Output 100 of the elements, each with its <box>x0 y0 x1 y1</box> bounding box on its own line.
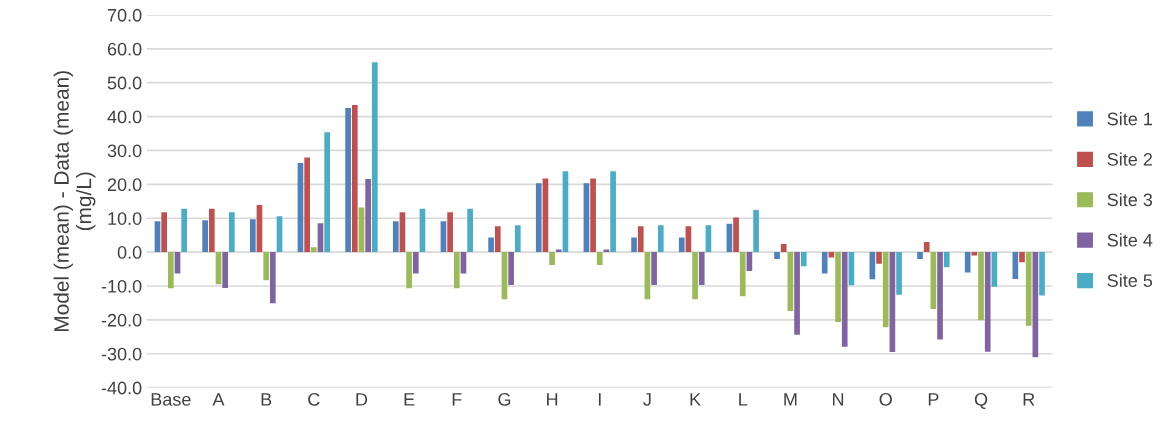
bar <box>753 210 759 253</box>
bar <box>371 62 378 253</box>
y-tick-label: -10.0 <box>101 279 142 293</box>
bar <box>365 178 371 253</box>
bar <box>494 226 501 253</box>
x-tick-label: F <box>452 393 462 406</box>
bar <box>978 252 984 321</box>
x-tick-label: E <box>404 393 415 406</box>
bar <box>835 252 841 322</box>
bar <box>896 252 902 295</box>
bar <box>631 237 637 253</box>
bar <box>876 252 882 264</box>
bar <box>698 252 705 285</box>
y-tick-label: -30.0 <box>101 347 142 361</box>
bar <box>351 105 358 253</box>
bar <box>208 208 215 253</box>
y-axis-title: Model (mean) - Data (mean) (mg/L) <box>53 71 96 331</box>
bar <box>739 252 746 297</box>
x-tick-label: H <box>547 393 558 406</box>
y-tick-label: -40.0 <box>101 381 142 395</box>
legend-label: Site 3 <box>1107 192 1153 207</box>
x-tick-label: I <box>598 393 601 406</box>
bar <box>937 252 943 340</box>
x-tick-label: A <box>212 393 225 406</box>
bar <box>774 252 780 259</box>
bar <box>1019 252 1025 263</box>
bar <box>964 252 971 273</box>
bar <box>249 219 256 253</box>
bar <box>345 108 351 253</box>
x-tick-label: N <box>833 393 844 406</box>
bar <box>488 237 494 253</box>
y-tick-label: 0.0 <box>117 246 142 259</box>
bar <box>263 252 269 281</box>
legend-label: Site 4 <box>1107 233 1153 247</box>
bar <box>535 183 542 253</box>
x-tick-label: D <box>356 393 368 406</box>
bar <box>800 252 807 267</box>
bar <box>610 171 616 253</box>
bar <box>678 237 685 253</box>
bar <box>324 132 330 253</box>
x-tick-label: K <box>690 393 701 406</box>
bar <box>794 252 800 335</box>
bar <box>882 252 889 328</box>
x-tick-label: B <box>261 393 272 406</box>
x-tick-label: L <box>739 393 748 406</box>
bar <box>392 221 399 253</box>
x-tick-label: Base <box>151 393 191 406</box>
bar <box>412 252 419 274</box>
x-tick-label: Q <box>974 393 988 410</box>
bar <box>406 252 412 289</box>
bar <box>508 252 514 285</box>
x-tick-label: O <box>879 393 892 406</box>
legend-label: Site 5 <box>1107 273 1153 287</box>
bar <box>596 252 603 265</box>
legend-label: Site 2 <box>1107 152 1152 166</box>
y-tick-label: 40.0 <box>107 110 142 124</box>
x-tick-label: C <box>308 393 320 406</box>
bar <box>821 252 828 274</box>
bar <box>780 243 787 253</box>
bar <box>692 252 698 300</box>
x-tick-label: M <box>784 393 797 406</box>
x-tick-label: P <box>928 393 939 406</box>
bar <box>447 212 453 253</box>
bar <box>467 208 473 253</box>
y-tick-label: 20.0 <box>107 178 142 192</box>
bar <box>971 252 978 256</box>
bar <box>304 157 310 253</box>
bar <box>181 208 188 253</box>
bar <box>657 225 664 253</box>
x-tick-label: J <box>643 393 651 406</box>
bar <box>161 212 167 253</box>
bar <box>555 249 562 253</box>
bar <box>841 252 848 347</box>
bar <box>923 241 930 253</box>
bar <box>310 247 317 253</box>
x-tick-label: G <box>498 393 511 406</box>
bar <box>917 252 923 259</box>
legend-label: Site 1 <box>1107 112 1152 126</box>
y-tick-label: -20.0 <box>101 313 142 327</box>
bar <box>828 252 835 258</box>
bar <box>590 178 596 253</box>
bar <box>943 252 950 268</box>
bar <box>549 252 555 265</box>
bar <box>733 217 739 253</box>
bar <box>269 252 276 304</box>
bar <box>984 252 991 352</box>
bar <box>229 212 235 253</box>
bar <box>222 252 228 289</box>
bar <box>603 249 610 253</box>
y-tick-label: 10.0 <box>108 212 142 225</box>
bar <box>514 225 521 253</box>
bar <box>651 252 657 285</box>
y-tick-label: 60.0 <box>107 42 142 56</box>
y-tick-label: 50.0 <box>107 76 142 90</box>
bar <box>1039 252 1045 296</box>
bar <box>637 226 644 253</box>
y-tick-label: 70.0 <box>107 8 142 22</box>
bar <box>1025 252 1032 326</box>
bar <box>167 252 174 289</box>
y-tick-label: 30.0 <box>107 144 142 158</box>
